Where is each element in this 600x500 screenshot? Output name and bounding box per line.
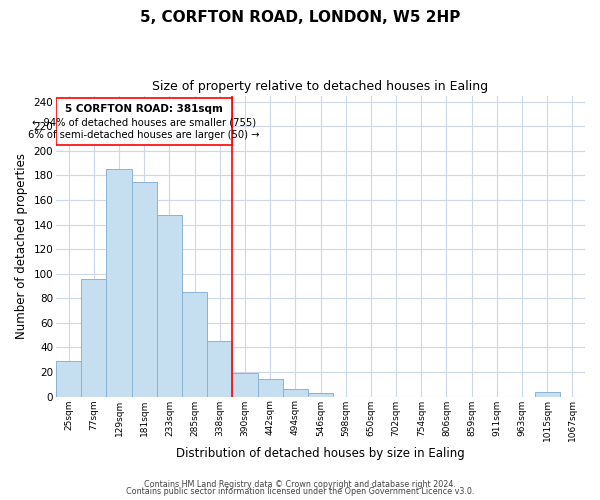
Y-axis label: Number of detached properties: Number of detached properties bbox=[15, 153, 28, 339]
Bar bbox=[257, 380, 283, 396]
Bar bbox=[308, 393, 333, 396]
Bar bbox=[283, 389, 308, 396]
Bar bbox=[56, 361, 81, 396]
Text: Contains HM Land Registry data © Crown copyright and database right 2024.: Contains HM Land Registry data © Crown c… bbox=[144, 480, 456, 489]
Bar bbox=[81, 278, 106, 396]
Bar bbox=[106, 170, 131, 396]
Title: Size of property relative to detached houses in Ealing: Size of property relative to detached ho… bbox=[152, 80, 488, 93]
Bar bbox=[207, 342, 232, 396]
Text: 5 CORFTON ROAD: 381sqm: 5 CORFTON ROAD: 381sqm bbox=[65, 104, 223, 114]
Bar bbox=[56, 98, 232, 144]
Text: 6% of semi-detached houses are larger (50) →: 6% of semi-detached houses are larger (5… bbox=[28, 130, 260, 140]
Text: 5, CORFTON ROAD, LONDON, W5 2HP: 5, CORFTON ROAD, LONDON, W5 2HP bbox=[140, 10, 460, 25]
Bar bbox=[182, 292, 207, 397]
Text: Contains public sector information licensed under the Open Government Licence v3: Contains public sector information licen… bbox=[126, 487, 474, 496]
Bar bbox=[157, 214, 182, 396]
Text: ← 94% of detached houses are smaller (755): ← 94% of detached houses are smaller (75… bbox=[32, 118, 256, 128]
Bar bbox=[232, 373, 257, 396]
Bar bbox=[535, 392, 560, 396]
X-axis label: Distribution of detached houses by size in Ealing: Distribution of detached houses by size … bbox=[176, 447, 465, 460]
Bar bbox=[131, 182, 157, 396]
